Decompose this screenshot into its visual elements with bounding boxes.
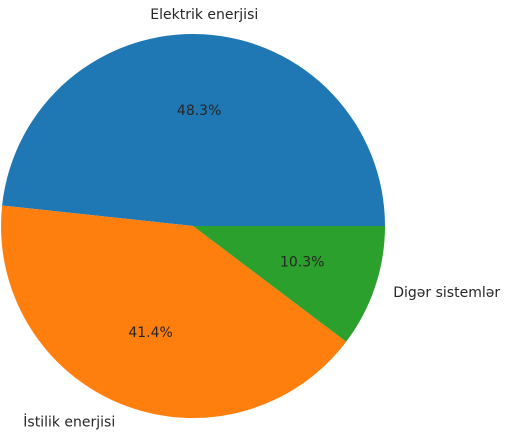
pie-slice-2 bbox=[0, 205, 347, 419]
pie-slice-1 bbox=[2, 33, 386, 227]
slice-category-label-3: Digər sistemlər bbox=[393, 285, 500, 301]
slice-value-label-2: 41.4% bbox=[128, 325, 172, 341]
slice-value-label-1: 48.3% bbox=[177, 103, 221, 119]
slice-category-label-2: İstilik enerjisi bbox=[23, 412, 115, 430]
slice-category-label-1: Elektrik enerjisi bbox=[150, 7, 258, 23]
slice-value-label-3: 10.3% bbox=[280, 255, 324, 271]
pie-slice-3 bbox=[193, 226, 385, 342]
pie-labels: Elektrik enerjisi 48.3% İstilik enerjisi 41… bbox=[23, 7, 500, 430]
pie-slices bbox=[0, 33, 386, 419]
